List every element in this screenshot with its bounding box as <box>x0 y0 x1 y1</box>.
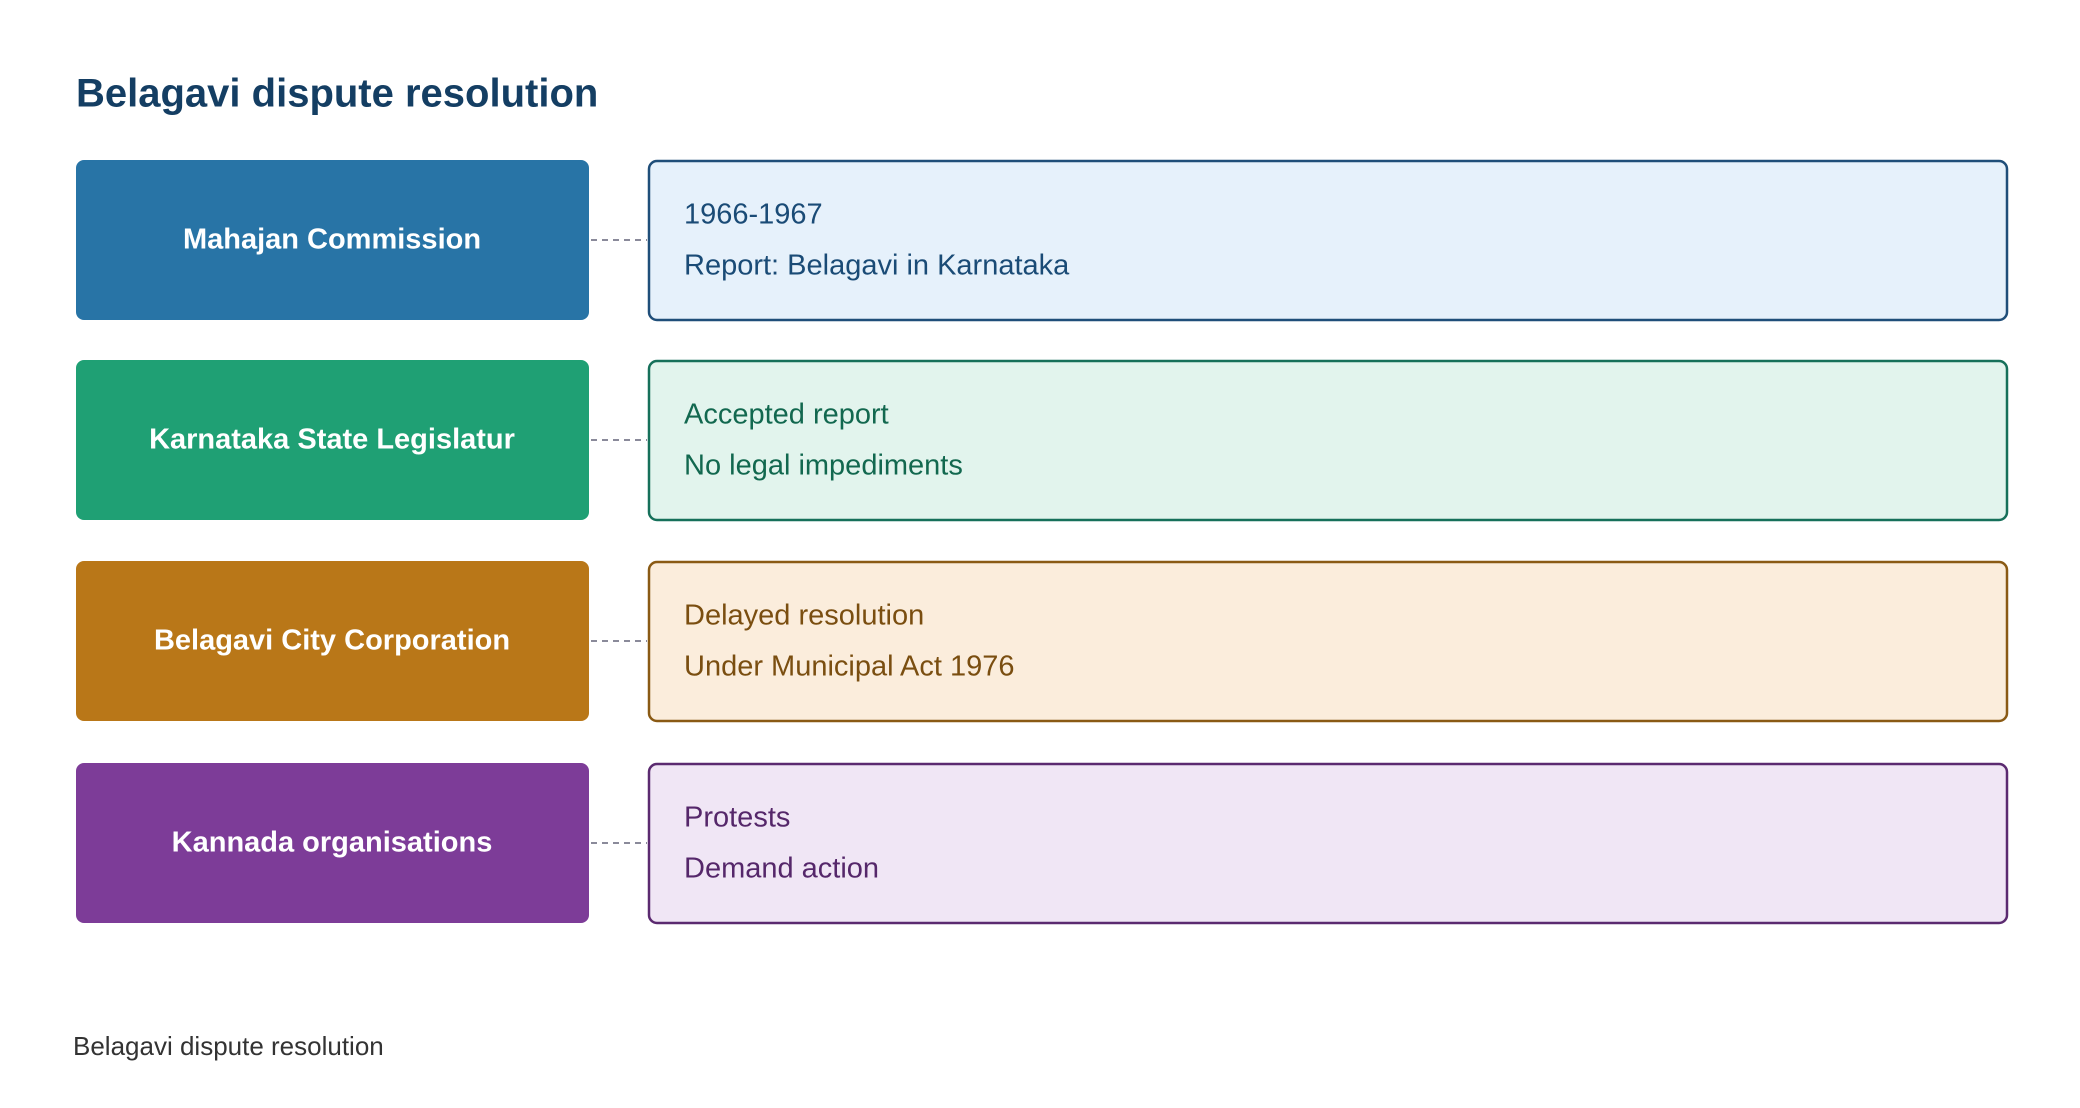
entity-label: Kannada organisations <box>172 827 493 859</box>
detail-text: 1966-1967 <box>684 199 823 231</box>
detail-box <box>647 560 2009 723</box>
entity-label: Belagavi City Corporation <box>154 625 510 657</box>
entity-label: Mahajan Commission <box>183 224 481 256</box>
entity-box <box>76 561 589 721</box>
detail-text: Report: Belagavi in Karnataka <box>684 250 1070 282</box>
detail-text: No legal impediments <box>684 450 963 482</box>
detail-text: Protests <box>684 802 790 834</box>
detail-text: Demand action <box>684 853 879 885</box>
detail-text: Under Municipal Act 1976 <box>684 651 1014 683</box>
detail-box <box>647 762 2009 925</box>
entity-label: Karnataka State Legislatur <box>149 424 515 456</box>
entity-box <box>76 763 589 923</box>
title: Belagavi dispute resolution <box>76 72 598 116</box>
entity-box <box>76 360 589 520</box>
detail-box <box>647 159 2009 322</box>
entity-box <box>76 160 589 320</box>
caption: Belagavi dispute resolution <box>73 1031 384 1061</box>
detail-text: Delayed resolution <box>684 600 924 632</box>
detail-box <box>647 359 2009 522</box>
detail-text: Accepted report <box>684 399 889 431</box>
